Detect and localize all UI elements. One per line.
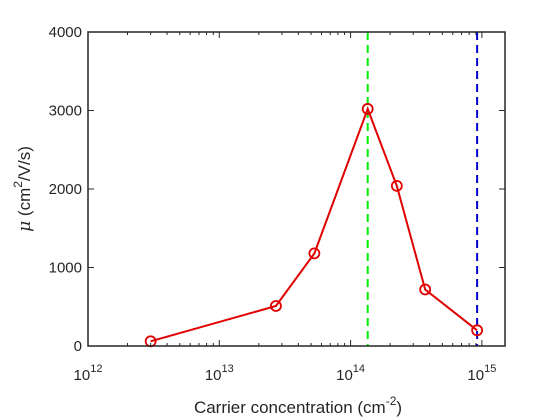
y-tick-label: 1000 [49,260,82,277]
x-tick-label: 1014 [336,363,365,384]
x-tick-base: 10 [336,367,353,384]
y-axis-title-end: /V/s) [15,146,34,181]
x-tick-base: 10 [74,367,91,384]
series-line [150,106,478,343]
plot-frame [87,31,506,347]
y-axis-title: μ (cm2/V/s) [11,146,35,232]
x-tick-base: 10 [467,367,484,384]
y-tick-label: 2000 [49,181,82,198]
data-point [361,103,374,115]
x-tick-label: 1015 [467,363,496,384]
x-tick-label: 1012 [74,363,103,384]
x-tick-exponent: 15 [484,363,496,375]
x-tick-labels: 1012 1013 1014 1015 [74,363,497,384]
x-tick-label: 1013 [205,363,234,384]
data-point [471,324,484,337]
x-tick-exponent: 12 [90,363,102,375]
y-tick-label: 3000 [49,103,82,120]
y-tick-label: 4000 [49,24,82,41]
x-axis-title: Carrier concentration (cm-2) [194,394,402,417]
data-point [390,179,403,192]
y-axis-title-sup: 2 [11,181,25,188]
y-tick-labels: 0 1000 2000 3000 4000 [49,24,82,355]
reference-lines [366,32,479,346]
x-axis-title-main: Carrier concentration (cm [194,398,386,417]
x-tick-exponent: 13 [222,363,234,375]
x-axis-title-end: ) [396,398,402,417]
data-point [270,300,282,312]
plot-background [88,32,505,346]
x-axis-title-sup: -2 [386,394,397,408]
x-tick-exponent: 14 [353,363,365,375]
y-axis-title-main: (cm [15,188,34,221]
data-point [419,283,432,296]
data-point [308,247,321,260]
x-tick-base: 10 [205,367,222,384]
y-axis-title-mu: μ [15,221,35,232]
y-tick-label: 0 [74,338,82,355]
